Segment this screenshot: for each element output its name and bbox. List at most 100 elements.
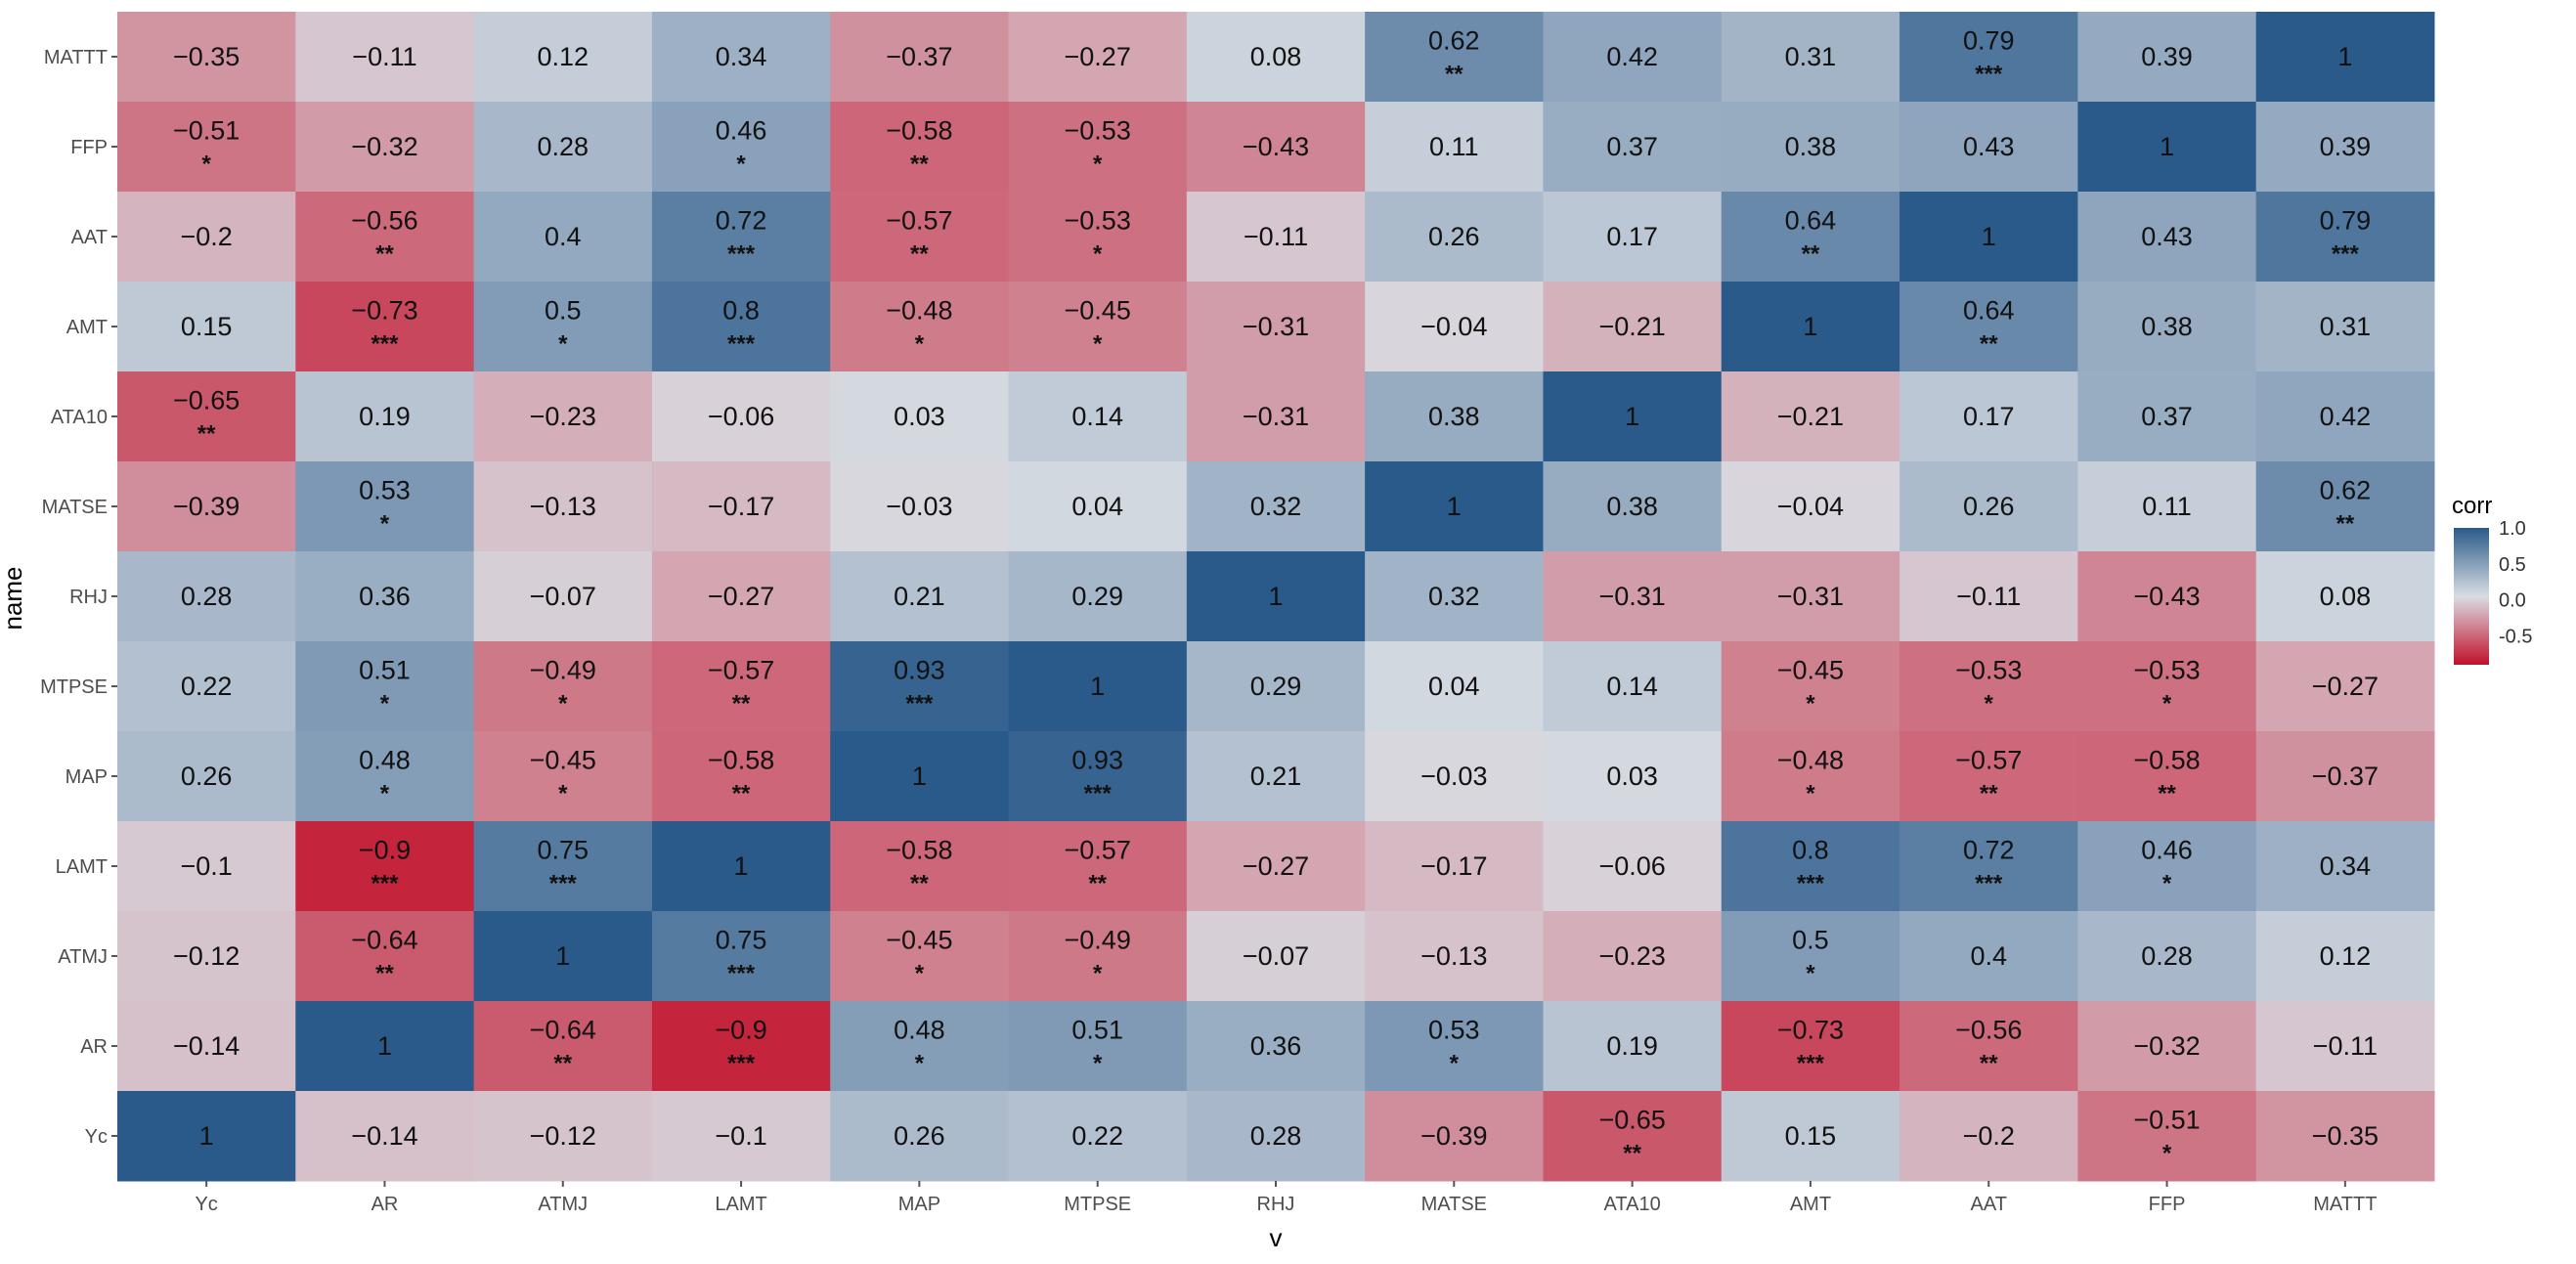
cell-value-label: −0.27 <box>1243 851 1309 881</box>
cell-value-label: 0.51 <box>359 656 411 685</box>
cell-value-label: 0.8 <box>722 296 760 326</box>
cell-value-label: −0.48 <box>1777 746 1844 775</box>
heatmap-cell <box>1186 371 1366 462</box>
heatmap-cell <box>1008 102 1188 193</box>
cell-value-label: 0.5 <box>545 296 582 326</box>
cell-value-label: 0.93 <box>894 656 945 685</box>
cell-value-label: −0.11 <box>352 42 416 71</box>
cell-value-label: −0.39 <box>173 492 240 521</box>
heatmap-cell <box>651 102 831 193</box>
heatmap-cell <box>1365 551 1544 642</box>
cell-value-label: −0.32 <box>2133 1031 2200 1061</box>
cell-value-label: 0.22 <box>1071 1121 1123 1151</box>
cell-value-label: 0.26 <box>1428 222 1480 251</box>
cell-significance-label: *** <box>727 961 756 987</box>
cell-value-label: 1 <box>1090 672 1105 701</box>
heatmap-cell <box>117 1001 296 1092</box>
heatmap-cell <box>295 282 475 372</box>
cell-value-label: 1 <box>2337 42 2352 71</box>
x-tick-label: ATMJ <box>538 1194 588 1215</box>
cell-value-label: −0.58 <box>886 836 952 865</box>
cell-value-label: 0.29 <box>1250 672 1302 701</box>
cell-value-label: 0.75 <box>537 836 589 865</box>
cell-significance-label: *** <box>1084 781 1113 807</box>
heatmap-cell <box>1543 641 1723 732</box>
heatmap-cell <box>295 821 475 912</box>
cell-value-label: −0.65 <box>173 386 240 415</box>
cell-value-label: −0.9 <box>715 1016 766 1045</box>
heatmap-cell <box>1186 192 1366 283</box>
cell-significance-label: * <box>558 691 568 718</box>
cell-value-label: −0.43 <box>2133 582 2200 611</box>
cell-significance-label: ** <box>1980 331 1998 358</box>
cell-value-label: 0.31 <box>1785 42 1837 71</box>
cell-value-label: 1 <box>1982 222 1996 251</box>
heatmap-cell <box>1899 282 2078 372</box>
cell-value-label: 0.32 <box>1428 582 1480 611</box>
cell-significance-label: ** <box>1088 871 1107 897</box>
x-tick-label: FFP <box>2149 1194 2186 1215</box>
x-axis-title: v <box>1270 1223 1283 1252</box>
heatmap-cell <box>2255 371 2435 462</box>
heatmap-cell <box>1365 461 1544 552</box>
heatmap-cell <box>117 12 296 103</box>
heatmap-cell <box>2255 551 2435 642</box>
cell-value-label: 1 <box>199 1121 214 1151</box>
heatmap-cell <box>295 641 475 732</box>
heatmap-cell <box>1008 1001 1188 1092</box>
heatmap-cell <box>1899 911 2078 1002</box>
heatmap-cell <box>1543 1091 1723 1182</box>
heatmap-cell <box>295 911 475 1002</box>
heatmap-cell <box>830 102 1010 193</box>
y-tick-label: ATA10 <box>51 407 108 428</box>
cell-value-label: 1 <box>1803 312 1817 341</box>
x-axis-ticks: Yc AR ATMJ LAMT MAP MTPSE RHJ MATSE ATA10 AMT AAT F… <box>195 1181 2377 1215</box>
legend-ticks: 1.0 0.5 0.0 -0.5 <box>2489 518 2532 648</box>
cell-value-label: 0.11 <box>2142 492 2192 521</box>
heatmap-cell <box>1721 551 1900 642</box>
heatmap-cell <box>295 12 475 103</box>
y-tick-label: AAT <box>71 227 108 248</box>
cell-value-label: 0.19 <box>359 402 411 431</box>
cell-value-label: 0.64 <box>1963 296 2015 326</box>
cell-value-label: 0.62 <box>1428 26 1480 56</box>
heatmap-cell <box>473 12 653 103</box>
heatmap-cell <box>2255 821 2435 912</box>
cell-value-label: −0.9 <box>359 836 411 865</box>
cell-significance-label: *** <box>549 871 578 897</box>
cell-significance-label: *** <box>905 691 934 718</box>
cell-significance-label: *** <box>1797 871 1825 897</box>
heatmap-cell <box>117 102 296 193</box>
cell-value-label: −0.03 <box>886 492 952 521</box>
cell-value-label: −0.57 <box>886 206 952 236</box>
heatmap-cell <box>1365 371 1544 462</box>
heatmap-cell <box>1543 731 1723 822</box>
heatmap-cell <box>1721 1091 1900 1182</box>
cell-value-label: 0.75 <box>716 926 767 955</box>
y-tick-label: ATMJ <box>58 946 108 968</box>
heatmap-cell <box>295 102 475 193</box>
heatmap-cell <box>1543 911 1723 1002</box>
cell-value-label: 0.43 <box>2141 222 2193 251</box>
cell-significance-label: * <box>1985 691 1994 718</box>
cell-value-label: −0.13 <box>530 492 596 521</box>
heatmap-cell <box>117 1091 296 1182</box>
cell-value-label: −0.27 <box>2312 672 2379 701</box>
cell-value-label: 1 <box>377 1031 392 1061</box>
heatmap-cell <box>1899 102 2078 193</box>
heatmap-cell <box>2077 641 2257 732</box>
cell-value-label: 0.04 <box>1071 492 1123 521</box>
cell-value-label: −0.51 <box>173 116 240 146</box>
cell-significance-label: * <box>380 781 390 807</box>
heatmap-cell <box>651 731 831 822</box>
cell-value-label: 0.5 <box>1792 926 1829 955</box>
cell-value-label: −0.06 <box>1598 851 1665 881</box>
cell-value-label: 0.28 <box>537 132 589 161</box>
y-tick-label: RHJ <box>69 587 108 608</box>
cell-value-label: −0.31 <box>1243 402 1309 431</box>
heatmap-cell <box>651 192 831 283</box>
cell-value-label: 0.28 <box>2141 941 2193 971</box>
cell-value-label: −0.21 <box>1777 402 1844 431</box>
cell-significance-label: ** <box>1980 781 1998 807</box>
heatmap-cell <box>1721 821 1900 912</box>
